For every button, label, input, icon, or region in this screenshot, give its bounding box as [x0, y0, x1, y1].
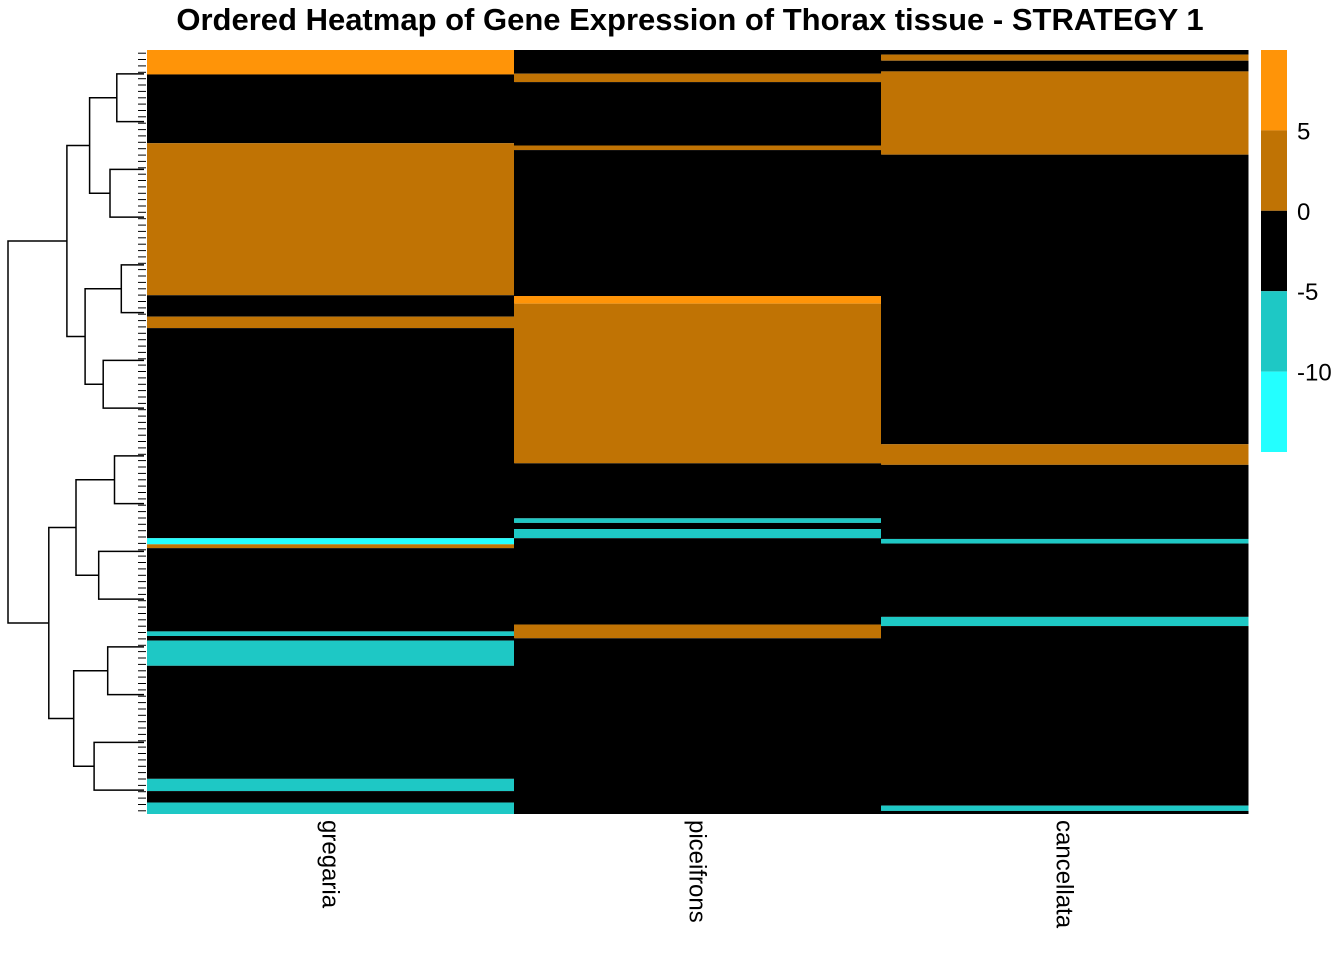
heatmap-cell-gregaria-8	[147, 548, 515, 632]
legend-bin-4	[1261, 371, 1287, 452]
heatmap-cell-cancellata-12	[881, 810, 1249, 814]
dendrogram-branch-8	[97, 550, 144, 600]
heatmap-cell-gregaria-4	[147, 316, 515, 329]
legend-tick-label: -5	[1297, 279, 1318, 306]
legend-tick-label: 5	[1297, 118, 1310, 145]
heatmap-cell-piceifrons-9	[514, 522, 882, 530]
dendrogram-branch-14	[7, 240, 67, 624]
heatmap-cell-gregaria-13	[147, 778, 515, 792]
heatmap-cell-cancellata-5	[881, 444, 1249, 465]
heatmap-cell-cancellata-9	[881, 616, 1249, 627]
heatmap-cell-piceifrons-10	[514, 529, 882, 539]
dendrogram-branch-2	[88, 97, 117, 195]
heatmap-cell-cancellata-0	[881, 50, 1249, 55]
heatmap-cell-cancellata-7	[881, 538, 1249, 544]
dendrogram-branch-11	[93, 741, 144, 791]
heatmap-cell-piceifrons-12	[514, 624, 882, 639]
heatmap-cell-gregaria-14	[147, 791, 515, 803]
dendrogram-branch-9	[75, 479, 115, 577]
heatmap-cell-cancellata-1	[881, 54, 1249, 61]
column-label-cancellata: cancellata	[1051, 820, 1078, 929]
heatmap-cell-piceifrons-7	[514, 463, 882, 519]
dendrogram-branch-4	[102, 359, 144, 409]
heatmap-cell-cancellata-10	[881, 626, 1249, 806]
heatmap-cell-gregaria-12	[147, 665, 515, 779]
heatmap-grid	[147, 50, 1249, 814]
heatmap-cell-cancellata-4	[881, 154, 1249, 445]
heatmap-cell-cancellata-3	[881, 71, 1249, 155]
heatmap-cell-gregaria-2	[147, 143, 515, 296]
column-labels: gregaria piceifrons cancellata	[317, 820, 1078, 929]
heatmap-cell-piceifrons-13	[514, 638, 882, 814]
heatmap-cell-gregaria-11	[147, 640, 515, 666]
heatmap-cell-gregaria-6	[147, 538, 515, 545]
heatmap-cell-piceifrons-0	[514, 50, 882, 74]
color-legend: 5 0 -5 -10	[1261, 50, 1332, 452]
heatmap-cell-gregaria-9	[147, 631, 515, 636]
legend-bin-3	[1261, 291, 1287, 372]
dendrogram-branch-12	[72, 670, 108, 768]
heatmap-cell-piceifrons-1	[514, 73, 882, 83]
heatmap-cell-cancellata-8	[881, 543, 1249, 617]
heatmap-cell-gregaria-1	[147, 74, 515, 144]
dendrogram-branch-6	[66, 144, 90, 338]
heatmap-cell-gregaria-15	[147, 802, 515, 814]
legend-tick-label: -10	[1297, 360, 1332, 387]
heatmap-cell-cancellata-2	[881, 60, 1249, 72]
heatmap-cell-gregaria-3	[147, 295, 515, 317]
heatmap-cell-piceifrons-2	[514, 82, 882, 146]
legend-tick-label: 0	[1297, 199, 1310, 226]
legend-bin-1	[1261, 130, 1287, 211]
row-dendrogram	[7, 52, 146, 812]
heatmap-cell-piceifrons-3	[514, 145, 882, 151]
legend-bin-0	[1261, 50, 1287, 131]
heatmap-cell-piceifrons-6	[514, 303, 882, 464]
heatmap-cell-piceifrons-5	[514, 296, 882, 304]
legend-bin-2	[1261, 210, 1287, 292]
column-label-piceifrons: piceifrons	[684, 820, 711, 923]
heatmap-cell-cancellata-6	[881, 464, 1249, 539]
dendrogram-branch-13	[48, 526, 76, 720]
heatmap-cell-gregaria-7	[147, 544, 515, 549]
column-label-gregaria: gregaria	[317, 820, 344, 909]
heatmap-cell-gregaria-0	[147, 50, 515, 75]
heatmap-cell-piceifrons-8	[514, 518, 882, 523]
heatmap-cell-piceifrons-4	[514, 150, 882, 296]
heatmap-cell-gregaria-5	[147, 328, 515, 539]
heatmap-cell-piceifrons-11	[514, 538, 882, 625]
heatmap-cell-gregaria-10	[147, 635, 515, 641]
heatmap-cell-cancellata-11	[881, 805, 1249, 811]
chart-title: Ordered Heatmap of Gene Expression of Th…	[176, 2, 1204, 37]
